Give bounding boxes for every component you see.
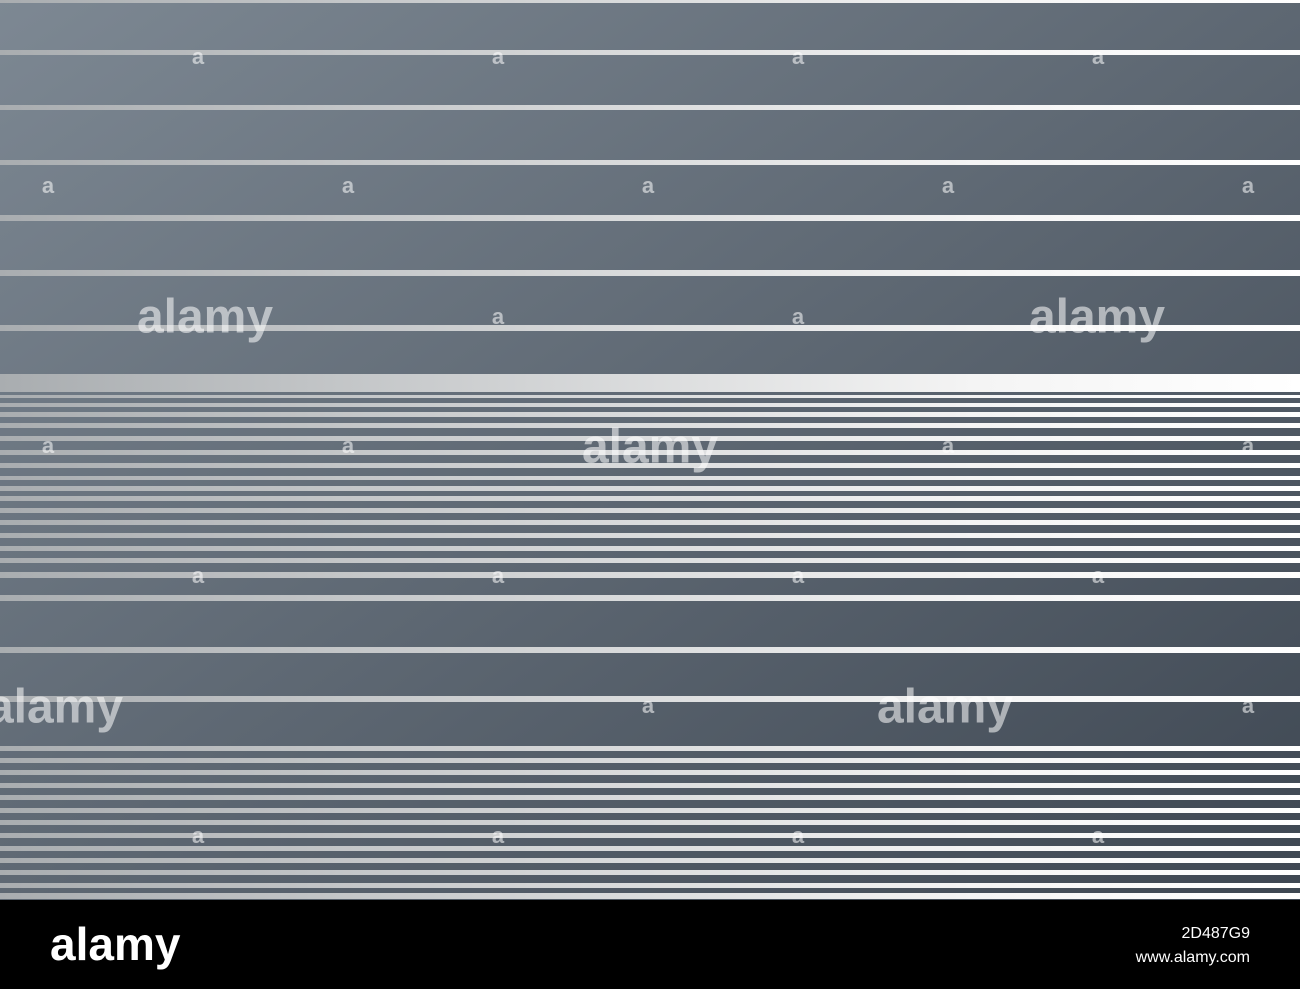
- watermark-mark: a: [492, 563, 505, 588]
- watermark-mark: a: [192, 563, 205, 588]
- stripe: [0, 395, 1300, 398]
- watermarks: alamy alamy alamy alamy alamy a a a a a a a a a a a a a a a…: [0, 44, 1255, 848]
- stripe: [0, 595, 1300, 601]
- watermark-mark: a: [192, 823, 205, 848]
- watermark-mark: a: [42, 173, 55, 198]
- watermark: alamy: [582, 421, 718, 474]
- stripe: [0, 0, 1300, 3]
- stripe: [0, 496, 1300, 501]
- watermark: alamy: [877, 681, 1013, 734]
- watermark: alamy: [1029, 291, 1165, 344]
- stripe: [0, 696, 1300, 702]
- stripe: [0, 883, 1300, 888]
- stripe: [0, 270, 1300, 276]
- stripe: [0, 50, 1300, 55]
- stripe: [0, 558, 1300, 563]
- stripe: [0, 572, 1300, 578]
- stripe: [0, 783, 1300, 788]
- watermark-mark: a: [642, 173, 655, 198]
- stripe: [0, 833, 1300, 838]
- stripe: [0, 858, 1300, 863]
- footer-bar: [0, 900, 1300, 989]
- watermark-mark: a: [792, 563, 805, 588]
- stripe: [0, 820, 1300, 825]
- stripe: [0, 450, 1300, 455]
- stripe: [0, 508, 1300, 513]
- stripe: [0, 746, 1300, 751]
- stripe: [0, 870, 1300, 875]
- image-id: 2D487G9: [1182, 925, 1251, 942]
- watermark-mark: a: [642, 693, 655, 718]
- watermark-mark: a: [1242, 433, 1255, 458]
- watermark-mark: a: [492, 304, 505, 329]
- footer-url: www.alamy.com: [1135, 949, 1250, 966]
- watermark-mark: a: [342, 173, 355, 198]
- watermark-mark: a: [1092, 823, 1105, 848]
- stripe: [0, 412, 1300, 417]
- stripe: [0, 893, 1300, 899]
- watermark-mark: a: [42, 433, 55, 458]
- stripe: [0, 436, 1300, 441]
- stripe: [0, 105, 1300, 110]
- stripe: [0, 533, 1300, 538]
- stripe: [0, 795, 1300, 800]
- stripe: [0, 486, 1300, 491]
- footer-logo: alamy: [50, 918, 181, 970]
- stripe: [0, 463, 1300, 468]
- stripe: [0, 215, 1300, 221]
- stripe: [0, 770, 1300, 775]
- watermark-mark: a: [1092, 44, 1105, 69]
- stripe: [0, 325, 1300, 331]
- stripe: [0, 520, 1300, 525]
- watermark-mark: a: [192, 44, 205, 69]
- watermark: alamy: [137, 291, 273, 344]
- watermark-mark: a: [792, 304, 805, 329]
- stripe: [0, 647, 1300, 653]
- stripe: [0, 423, 1300, 428]
- stripes: [0, 0, 1300, 899]
- watermark-mark: a: [792, 823, 805, 848]
- stripe: [0, 846, 1300, 851]
- watermark-mark: a: [342, 433, 355, 458]
- stripe: [0, 476, 1300, 480]
- stripe: [0, 374, 1300, 392]
- watermark-mark: a: [942, 433, 955, 458]
- watermark-mark: a: [1242, 693, 1255, 718]
- stripe: [0, 546, 1300, 551]
- watermark-mark: a: [942, 173, 955, 198]
- stripe: [0, 160, 1300, 165]
- watermark-mark: a: [492, 823, 505, 848]
- stripe: [0, 758, 1300, 763]
- stripe: [0, 808, 1300, 813]
- stripe: [0, 403, 1300, 407]
- watermark: alamy: [0, 681, 123, 734]
- watermark-mark: a: [792, 44, 805, 69]
- watermark-mark: a: [1242, 173, 1255, 198]
- watermark-mark: a: [1092, 563, 1105, 588]
- watermark-mark: a: [492, 44, 505, 69]
